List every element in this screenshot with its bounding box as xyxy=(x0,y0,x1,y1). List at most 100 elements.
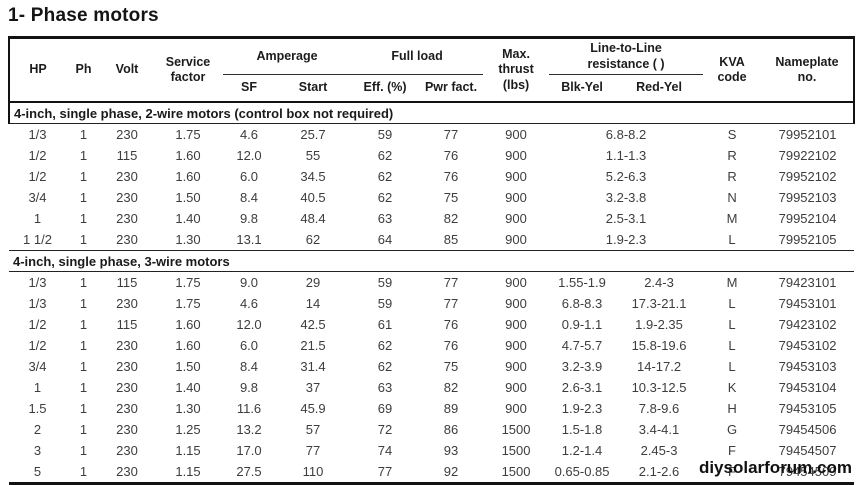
section-header-row: 4-inch, single phase, 3-wire motors xyxy=(9,250,855,273)
table-cell: N xyxy=(727,190,737,206)
table-cell: 900 xyxy=(505,275,527,291)
table-cell: 4.7-5.7 xyxy=(561,338,603,354)
col-header-eff: Eff. (%) xyxy=(363,80,407,95)
table-cell: 1.1-1.3 xyxy=(605,148,647,164)
table-cell: 85 xyxy=(443,232,459,248)
table-cell: 115 xyxy=(116,148,138,164)
table-row: 1 1 230 1.40 9.8 48.4 63 82 900 2.5-3.1 M 79952104 xyxy=(9,208,854,229)
table-cell: 115 xyxy=(116,275,138,291)
table-cell: 230 xyxy=(116,211,138,227)
col-header-sf: SF xyxy=(241,80,257,95)
col-header-start: Start xyxy=(298,80,328,95)
table-cell: 900 xyxy=(505,232,527,248)
table-cell: 230 xyxy=(116,190,138,206)
table-cell: L xyxy=(728,296,736,312)
table-cell: 74 xyxy=(377,443,393,459)
table-cell: 1/2 xyxy=(28,338,47,354)
table-row: 3/4 1 230 1.50 8.4 40.5 62 75 900 3.2-3.8 N 7995210… xyxy=(9,187,854,208)
table-cell: 2 xyxy=(33,422,42,438)
section-header-row: 4-inch, single phase, 2-wire motors (con… xyxy=(7,102,856,125)
table-cell: 900 xyxy=(505,317,527,333)
table-cell: 14-17.2 xyxy=(636,359,682,375)
table-cell: 1 xyxy=(79,190,88,206)
table-cell: F xyxy=(728,464,736,480)
section-title: 4-inch, single phase, 2-wire motors (con… xyxy=(7,102,856,125)
table-cell: 79952104 xyxy=(778,211,837,227)
table-cell: 1 xyxy=(79,443,88,459)
table-cell: 230 xyxy=(116,380,138,396)
table-cell: 1.9-2.3 xyxy=(605,232,647,248)
table-cell: 1.2-1.4 xyxy=(561,443,603,459)
table-cell: 1.60 xyxy=(175,169,201,185)
table-cell: 10.3-12.5 xyxy=(631,380,687,396)
table-cell: 76 xyxy=(443,338,459,354)
table-cell: 900 xyxy=(505,127,527,143)
table-cell: R xyxy=(727,148,737,164)
col-group-resistance: Line-to-Line resistance ( ) xyxy=(549,37,704,76)
table-row: 3/4 1 230 1.50 8.4 31.4 62 75 900 3.2-3.9 14-17.2 L… xyxy=(9,356,854,377)
table-row: 1/3 1 230 1.75 4.6 25.7 59 77 900 6.8-8.2 S 7995210… xyxy=(9,124,854,146)
table-cell: M xyxy=(726,211,738,227)
table-cell: 2.1-2.6 xyxy=(638,464,680,480)
header-row-groups: HP Ph Volt Service factor Amperage Full … xyxy=(8,37,856,103)
table-cell: 230 xyxy=(116,296,138,312)
table-cell: 77 xyxy=(443,275,459,291)
table-cell: 77 xyxy=(443,296,459,312)
table-cell: 3 xyxy=(33,443,42,459)
table-cell: 1 xyxy=(33,380,42,396)
table-cell: 59 xyxy=(377,127,393,143)
table-cell: 9.0 xyxy=(239,275,259,291)
table-cell: 72 xyxy=(377,422,393,438)
table-cell: 48.4 xyxy=(300,211,326,227)
table-cell: 77 xyxy=(305,443,321,459)
table-cell: 1.50 xyxy=(175,190,201,206)
table-cell: 79453102 xyxy=(778,338,837,354)
table-cell: M xyxy=(726,275,738,291)
table-cell: 1.15 xyxy=(175,443,201,459)
table-cell: 1 xyxy=(79,275,88,291)
table-cell: 7.8-9.6 xyxy=(638,401,680,417)
table-cell: 79453103 xyxy=(778,359,837,375)
table-row: 1/2 1 115 1.60 12.0 42.5 61 76 900 0.9-1.1 1.9-2.3… xyxy=(9,314,854,335)
table-cell: 79952101 xyxy=(778,127,837,143)
table-cell: 4.6 xyxy=(239,296,259,312)
table-cell: L xyxy=(728,232,736,248)
table-cell: 1 xyxy=(79,380,88,396)
table-cell: 13.2 xyxy=(236,422,262,438)
table-cell: 5.2-6.3 xyxy=(605,169,647,185)
table-cell: 1 xyxy=(79,422,88,438)
table-cell: 230 xyxy=(116,422,138,438)
table-cell: 1/3 xyxy=(28,275,47,291)
table-cell: 59 xyxy=(377,275,393,291)
table-cell: 93 xyxy=(443,443,459,459)
table-cell: 1/3 xyxy=(28,127,47,143)
motor-spec-table: HP Ph Volt Service factor Amperage Full … xyxy=(7,36,856,485)
table-cell: 57 xyxy=(305,422,321,438)
table-cell: 6.8-8.3 xyxy=(561,296,603,312)
table-cell: 6.8-8.2 xyxy=(605,127,647,143)
table-cell: 1 xyxy=(79,296,88,312)
table-cell: 1.25 xyxy=(175,422,201,438)
table-cell: 8.4 xyxy=(239,359,259,375)
table-cell: 34.5 xyxy=(300,169,326,185)
table-cell: 1 xyxy=(33,211,42,227)
table-cell: L xyxy=(728,359,736,375)
table-cell: 230 xyxy=(116,443,138,459)
table-cell: 900 xyxy=(505,190,527,206)
col-header-volt: Volt xyxy=(115,62,139,77)
table-cell: 230 xyxy=(116,464,138,480)
table-cell: 3.2-3.9 xyxy=(561,359,603,375)
table-cell: 75 xyxy=(443,190,459,206)
table-cell: 40.5 xyxy=(300,190,326,206)
table-cell: 64 xyxy=(377,232,393,248)
table-cell: 5 xyxy=(33,464,42,480)
col-header-service-factor: Service factor xyxy=(165,54,211,85)
table-body: 4-inch, single phase, 2-wire motors (con… xyxy=(7,102,856,484)
table-cell: 6.0 xyxy=(239,169,259,185)
table-cell: 27.5 xyxy=(236,464,262,480)
col-header-nameplate: Nameplate no. xyxy=(761,37,856,103)
table-cell: 63 xyxy=(377,380,393,396)
col-header-ph: Ph xyxy=(75,62,92,77)
table-cell: 230 xyxy=(116,338,138,354)
table-cell: 79454507 xyxy=(778,443,837,459)
